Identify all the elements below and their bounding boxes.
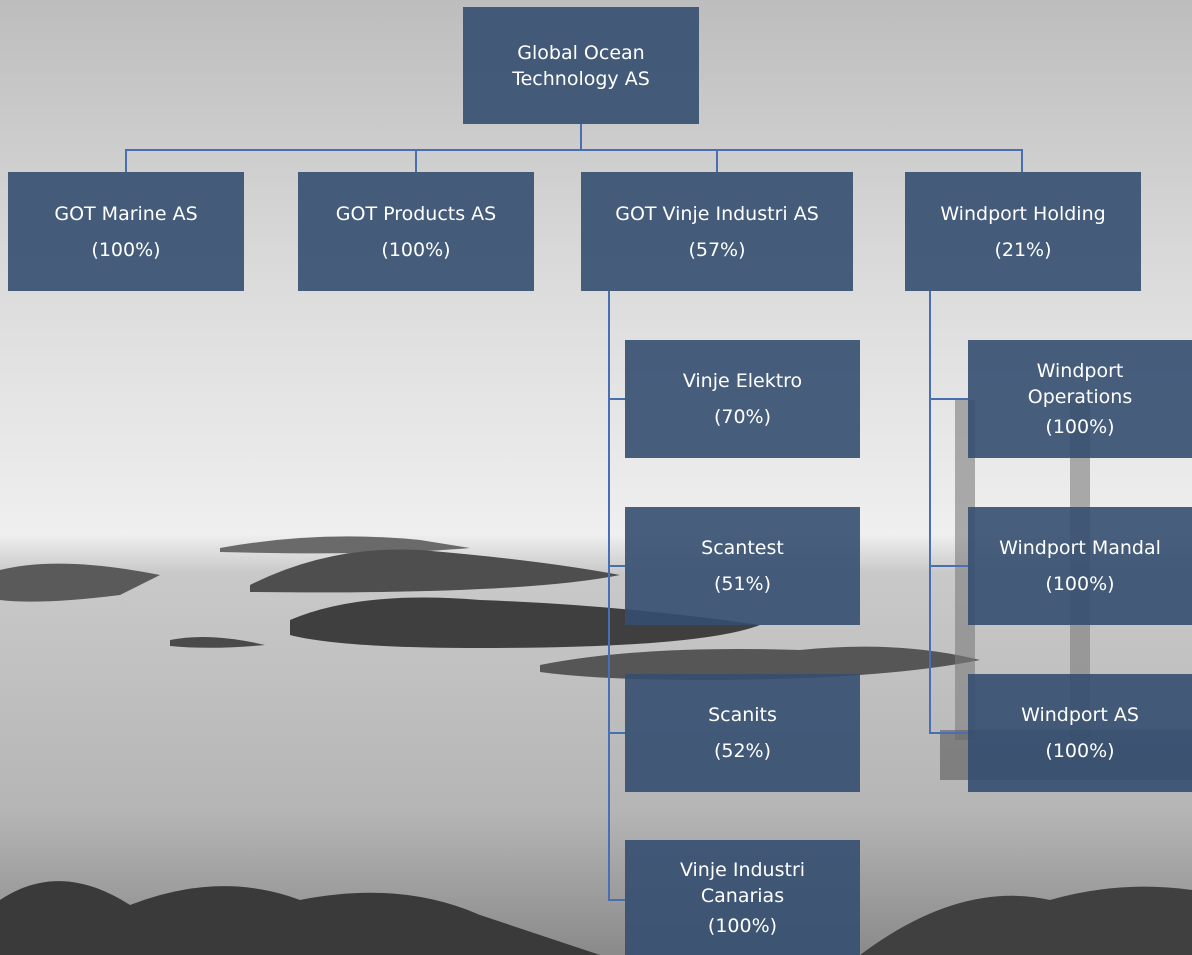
ownership-share: (57%) — [688, 237, 745, 263]
ownership-share: (51%) — [714, 571, 771, 597]
entity-name: Technology AS — [512, 66, 650, 92]
connectors — [0, 0, 1192, 955]
entity-name: Scanits — [708, 702, 777, 728]
page: Global OceanTechnology AS GOT Marine AS (… — [0, 0, 1192, 955]
entity-name: GOT Marine AS — [54, 201, 197, 227]
ownership-share: (100%) — [91, 237, 160, 263]
org-box: Vinje Elektro (70%) — [625, 340, 860, 458]
entity-name: Vinje Elektro — [683, 368, 802, 394]
org-box: Windport AS (100%) — [968, 674, 1192, 792]
org-box: GOT Vinje Industri AS (57%) — [581, 172, 853, 291]
ownership-share: (21%) — [994, 237, 1051, 263]
entity-name: Scantest — [701, 535, 784, 561]
ownership-share: (52%) — [714, 738, 771, 764]
org-box: Windport Mandal (100%) — [968, 507, 1192, 625]
org-box: Scanits (52%) — [625, 674, 860, 792]
ownership-share: (100%) — [1045, 414, 1114, 440]
entity-name: Windport Mandal — [999, 535, 1161, 561]
ownership-share: (70%) — [714, 404, 771, 430]
org-box: Windport Holding (21%) — [905, 172, 1141, 291]
ownership-share: (100%) — [1045, 571, 1114, 597]
entity-name: Windport — [1037, 358, 1124, 384]
entity-name: Operations — [1028, 384, 1132, 410]
ownership-share: (100%) — [708, 913, 777, 939]
org-box: GOT Products AS (100%) — [298, 172, 534, 291]
org-box: GOT Marine AS (100%) — [8, 172, 244, 291]
ownership-share: (100%) — [1045, 738, 1114, 764]
entity-name: Canarias — [701, 883, 784, 909]
ownership-share: (100%) — [381, 237, 450, 263]
entity-name: GOT Products AS — [336, 201, 496, 227]
entity-name: Windport AS — [1021, 702, 1139, 728]
entity-name: Vinje Industri — [680, 857, 805, 883]
entity-name: GOT Vinje Industri AS — [615, 201, 819, 227]
org-box: Scantest (51%) — [625, 507, 860, 625]
entity-name: Global Ocean — [517, 40, 644, 66]
entity-name: Windport Holding — [940, 201, 1105, 227]
